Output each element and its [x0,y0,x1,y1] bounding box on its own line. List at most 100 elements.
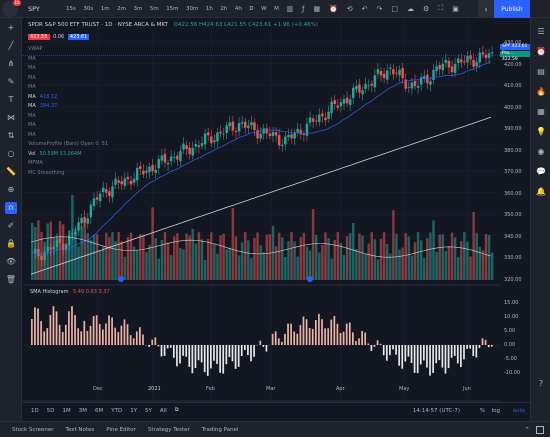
watchlist-icon[interactable]: ☰ [537,27,545,36]
candle-body [86,218,90,224]
timeframe-5m[interactable]: 5m [149,5,159,12]
snapshot-icon[interactable]: ▣ [452,4,459,13]
hotlist-icon[interactable]: 🔥 [536,87,546,96]
alerts-icon[interactable]: ⏰ [536,47,546,56]
panel-tab-trading-panel[interactable]: Trading Panel [201,426,239,433]
bars-style-icon[interactable]: ▥ [286,4,293,13]
timeframe-w[interactable]: W [261,5,267,12]
timeframe-m[interactable]: M [274,5,279,12]
range-1y[interactable]: 1Y [130,407,138,414]
percent-toggle[interactable]: % [479,407,485,414]
brush-icon[interactable]: ✎ [7,77,15,86]
legend-row[interactable]: MA 394.37 [28,103,57,109]
timeframe-2m[interactable]: 2m [117,5,126,12]
legend-row[interactable]: VWAP [28,46,47,52]
redo-icon[interactable]: ↷ [376,4,383,13]
timeframe-15m[interactable]: 15m [166,5,179,12]
lock-icon[interactable]: 🔒 [6,239,16,248]
timeframe-d[interactable]: D [249,5,254,12]
notifications-icon[interactable]: 🔔 [536,187,546,196]
stay-drawing-icon[interactable]: ✐ [7,221,15,230]
legend-row[interactable]: VolumeProfile (Bars) Open 0, 51 [28,141,112,147]
help-icon[interactable]: ? [538,379,544,388]
panel-tab-stock-screener[interactable]: Stock Screener [12,426,54,433]
time-tick-label: Feb [206,386,215,392]
timeframe-30m[interactable]: 30m [186,5,199,12]
legend-row[interactable]: Vol 50.59M 53.064M [28,151,82,157]
volume-bar [364,254,367,280]
range-3m[interactable]: 3M [78,407,87,414]
auto-toggle[interactable]: auto [512,407,525,414]
range-1m[interactable]: 1M [62,407,71,414]
pitchfork-icon[interactable]: ⋔ [7,59,15,68]
price-chart[interactable] [23,18,500,402]
streams-icon[interactable]: ◉ [537,147,545,156]
templates-icon[interactable]: ▦ [313,4,321,13]
chat-icon[interactable]: 💬 [536,167,546,176]
timeframe-4h[interactable]: 4h [234,5,242,12]
range-5y[interactable]: 5Y [145,407,152,414]
legend-row[interactable]: MA [28,113,40,119]
panel-tab-pine-editor[interactable]: Pine Editor [106,426,136,433]
share-arrow-button[interactable]: › [478,0,494,18]
timeframe-2h[interactable]: 2h [220,5,228,12]
fullscreen-icon[interactable]: ⛶ [438,4,444,12]
timeframe-3m[interactable]: 3m [133,5,143,12]
layout-icon[interactable]: □ [391,4,399,13]
buy-price[interactable]: 423.61 [67,34,90,40]
legend-row[interactable]: MA [28,122,40,128]
collapse-panel-icon[interactable]: ⌃ [524,425,530,434]
legend-row[interactable]: MA 418.12 [28,94,57,100]
timeframe-30s[interactable]: 30s [83,5,94,12]
symbol-search[interactable]: SPY [28,4,40,13]
maximize-panel-icon[interactable] [536,426,544,434]
timeframe-15s[interactable]: 15s [66,5,76,12]
alert-icon[interactable]: ⏰ [329,4,338,13]
prediction-icon[interactable]: ⇅ [7,131,15,140]
indicators-icon[interactable]: ƒ [301,4,305,13]
bid-ask-row: 423.55 0.06 423.61 [28,34,90,40]
trash-icon[interactable]: 🗑 [5,275,17,284]
range-ytd[interactable]: YTD [111,407,123,414]
range-6m[interactable]: 6M [94,407,104,414]
crosshair-icon[interactable]: + [7,23,15,32]
legend-row[interactable]: MA [28,56,40,62]
calendar-icon[interactable]: ▦ [537,107,545,116]
undo-icon[interactable]: ↶ [361,4,368,13]
clock[interactable]: 14:14:57 (UTC-7) [412,407,460,414]
trendline-icon[interactable]: ╱ [8,41,14,50]
range-1d[interactable]: 1D [31,407,39,414]
candle-body [416,85,420,88]
legend-row[interactable]: MA [28,65,40,71]
timeframe-1m[interactable]: 1m [100,5,110,12]
settings-icon[interactable]: ⚙ [423,4,430,13]
legend-row[interactable]: MA [28,75,40,81]
publish-button[interactable]: Publish [494,0,530,18]
data-window-icon[interactable]: ▤ [537,67,545,76]
range-all[interactable]: All [159,407,167,414]
sell-price[interactable]: 423.55 [28,34,50,40]
magnet-icon[interactable]: ∩ [5,202,17,214]
save-icon[interactable]: ☁ [407,4,415,13]
legend-row[interactable]: MC Smoothing [28,170,68,176]
legend-row[interactable]: MA [28,84,40,90]
range-5d[interactable]: 5D [46,407,55,414]
timeframe-1h[interactable]: 1h [205,5,213,12]
patterns-icon[interactable]: ⋈ [7,113,15,122]
text-tool-icon[interactable]: T [8,95,14,104]
shapes-icon[interactable]: ○ [7,149,15,158]
date-range-icon[interactable]: ⧉ [174,407,179,413]
ideas-icon[interactable]: 💡 [536,127,546,136]
panel-tab-text-notes[interactable]: Text Notes [65,426,95,433]
zoom-icon[interactable]: ⊕ [7,185,15,194]
legend-row[interactable]: MA [28,132,40,138]
price-axis[interactable]: 430.00 420.00 410.00 400.00 390.00 380.00 370.… [500,18,530,402]
candle-body [213,140,216,143]
legend-row[interactable]: MFMA [28,160,47,166]
ruler-icon[interactable]: 📏 [6,167,16,176]
time-axis[interactable]: Dec 2021 Feb Mar Apr May Jun [23,384,500,394]
replay-icon[interactable]: ⟲ [346,4,353,13]
panel-tab-strategy-tester[interactable]: Strategy Tester [147,426,190,433]
hide-drawings-icon[interactable]: 👁 [5,257,17,266]
log-toggle[interactable]: log [491,407,500,414]
